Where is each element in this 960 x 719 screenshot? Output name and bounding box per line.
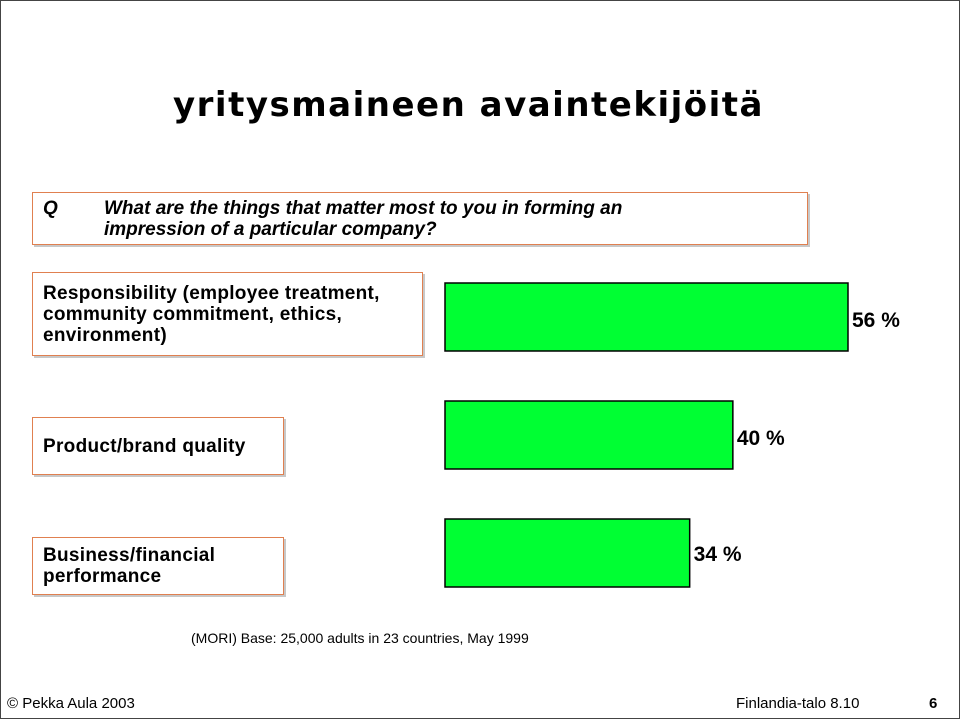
question-box: Q What are the things that matter most t… [32,192,808,245]
question-marker: Q [43,198,58,219]
footer-copyright: © Pekka Aula 2003 [7,695,135,712]
question-line-2: impression of a particular company? [104,219,437,240]
category-label: Business/financial [43,545,216,566]
page-number: 6 [929,695,938,712]
category-box-financial-performance: Business/financial performance [32,537,284,595]
category-label: Responsibility (employee treatment, [43,282,380,304]
category-box-responsibility: Responsibility (employee treatment, comm… [32,272,423,356]
source-note: (MORI) Base: 25,000 adults in 23 countri… [191,630,529,646]
footer-venue: Finlandia-talo 8.10 [736,695,860,712]
bar-value-label-2: 40 % [737,427,785,450]
question-line-1: What are the things that matter most to … [104,198,623,219]
bar-3 [444,518,691,588]
category-label: performance [43,566,162,587]
category-label: environment) [43,324,167,346]
slide-title: yritysmaineen avaintekijöitä [173,85,764,125]
question-text: What are the things that matter most to … [104,198,622,240]
bar-1 [444,282,849,352]
bar-value-label-3: 34 % [694,543,742,566]
category-label: Product/brand quality [43,435,246,457]
category-box-product-quality: Product/brand quality [32,417,284,475]
category-label: community commitment, ethics, [43,303,343,325]
bar-2 [444,400,734,470]
bar-value-label-1: 56 % [852,309,900,332]
